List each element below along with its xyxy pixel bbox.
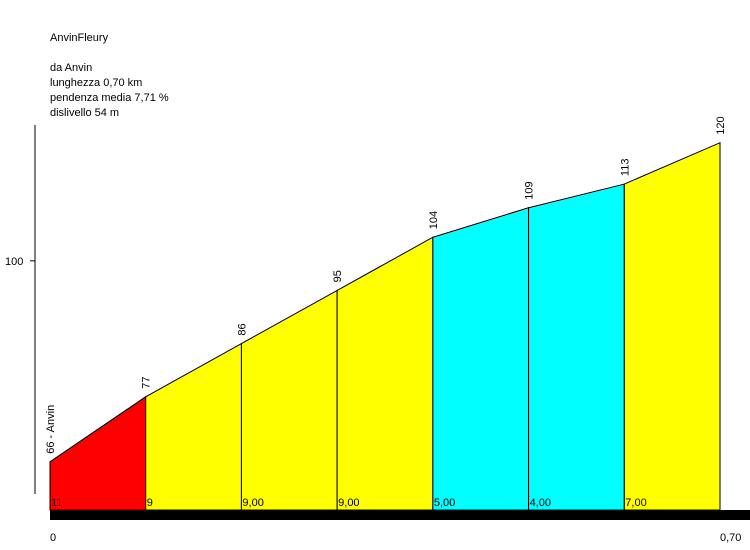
elevation-label: 104	[428, 211, 440, 229]
elevation-label: 66 - Anvin	[45, 405, 57, 454]
y-tick-label: 100	[5, 256, 23, 268]
info-line: dislivello 54 m	[50, 107, 119, 119]
info-line: lunghezza 0,70 km	[50, 77, 142, 89]
gradient-label: 5,00	[434, 497, 455, 509]
gradient-label: 9,00	[242, 497, 263, 509]
elevation-label: 109	[524, 181, 536, 199]
gradient-label: 4,00	[530, 497, 551, 509]
elevation-label: 95	[332, 270, 344, 282]
gradient-label: 11	[51, 497, 62, 509]
info-line: pendenza media 7,71 %	[50, 92, 169, 104]
base-bar	[50, 510, 750, 520]
gradient-label: 9,00	[338, 497, 359, 509]
elevation-label: 120	[715, 116, 727, 134]
elevation-label: 77	[141, 377, 153, 389]
segment	[145, 342, 242, 511]
segment	[623, 141, 721, 511]
gradient-label: 9	[147, 497, 153, 509]
segment	[432, 207, 530, 511]
gradient-label: 7,00	[625, 497, 646, 509]
chart-title: AnvinFleury	[50, 32, 109, 44]
info-line: da Anvin	[50, 62, 92, 74]
segment	[336, 236, 434, 511]
x-tick-label: 0	[50, 532, 56, 544]
elevation-label: 113	[619, 159, 631, 177]
x-tick-label: 0,70	[720, 532, 741, 544]
elevation-label: 86	[236, 323, 248, 335]
segment	[528, 183, 625, 511]
segment	[240, 289, 338, 511]
segment	[49, 395, 147, 511]
